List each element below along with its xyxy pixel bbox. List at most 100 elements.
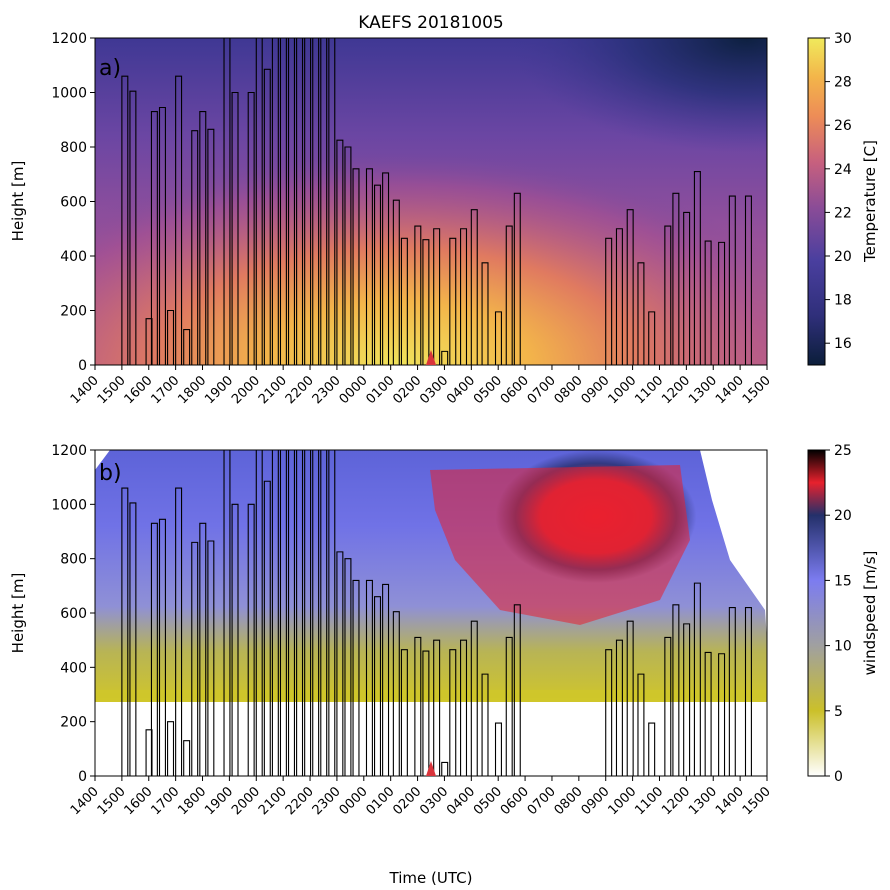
- profile-outline: [400, 649, 408, 776]
- colorbar-tick-label: 0: [834, 769, 843, 785]
- x-tick-label: 1400: [713, 373, 747, 407]
- profile-outline: [365, 579, 373, 776]
- profile-outline: [167, 721, 175, 776]
- profile-outline: [247, 503, 255, 776]
- colorbar-tick-label: 26: [834, 118, 852, 134]
- profile-outline: [728, 195, 736, 365]
- y-tick-label: 1000: [51, 497, 87, 513]
- colorbar-tick-label: 20: [834, 508, 852, 524]
- profile-outline: [336, 139, 344, 365]
- x-tick-label: 0700: [525, 784, 559, 818]
- profile-outline: [183, 740, 191, 776]
- profile-outline: [449, 237, 457, 365]
- profile-outline: [615, 228, 623, 365]
- profile-outline: [422, 650, 430, 776]
- panel-label-a: a): [99, 56, 121, 81]
- y-axis-label-b: Height [m]: [9, 573, 27, 654]
- colorbar-label-a: Temperature [C]: [861, 140, 879, 263]
- x-tick-label: 1600: [122, 784, 156, 818]
- profile-outline: [505, 636, 513, 776]
- x-tick-label: 1900: [202, 784, 236, 818]
- x-tick-label: 0100: [364, 373, 398, 407]
- profile-outline: [279, 450, 287, 776]
- profile-outline: [320, 450, 328, 776]
- profile-outline: [672, 192, 680, 365]
- profile-outline: [422, 239, 430, 365]
- profile-outline: [231, 91, 239, 365]
- profile-outline: [433, 228, 441, 365]
- profile-outline: [494, 311, 502, 365]
- profile-outline: [718, 653, 726, 776]
- profile-outline: [513, 192, 521, 365]
- profile-outline: [150, 111, 158, 365]
- x-tick-label: 2200: [283, 784, 317, 818]
- profile-outline: [392, 611, 400, 776]
- profile-outline: [672, 604, 680, 776]
- profile-outline: [312, 38, 320, 365]
- profile-outline: [648, 722, 656, 776]
- time-marker-a: [426, 350, 436, 365]
- profile-outline: [664, 225, 672, 365]
- x-tick-label: 1500: [95, 784, 129, 818]
- y-tick-label: 1000: [51, 86, 87, 102]
- x-tick-label: 1400: [68, 373, 102, 407]
- profile-outline: [374, 184, 382, 365]
- y-tick-label: 800: [60, 552, 87, 568]
- profile-outline: [150, 522, 158, 776]
- profile-outline: [615, 639, 623, 776]
- profile-outline: [382, 583, 390, 776]
- x-axis-label: Time (UTC): [389, 869, 473, 887]
- colorbar-tick-label: 30: [834, 31, 852, 47]
- profile-outline: [328, 38, 336, 365]
- x-tick-label: 0900: [579, 373, 613, 407]
- colorbar-windspeed: [807, 449, 826, 777]
- profile-outline: [320, 38, 328, 365]
- x-tick-label: 0400: [444, 373, 478, 407]
- x-tick-label: 0600: [498, 373, 532, 407]
- x-tick-label: 0700: [525, 373, 559, 407]
- time-marker-b: [426, 761, 436, 776]
- x-tick-label: 2100: [256, 784, 290, 818]
- profile-outline: [312, 450, 320, 776]
- x-tick-label: 0200: [390, 784, 424, 818]
- x-tick-label: 1500: [740, 373, 774, 407]
- colorbar-tick-label: 18: [834, 293, 852, 309]
- profile-outline: [129, 502, 137, 776]
- profile-outline: [460, 639, 468, 776]
- panel-label-b: b): [99, 461, 122, 486]
- profile-outline: [382, 172, 390, 365]
- y-tick-label: 600: [60, 195, 87, 211]
- profile-outline: [605, 649, 613, 776]
- profile-outline: [336, 551, 344, 776]
- profile-outline: [207, 540, 215, 776]
- x-tick-label: 1200: [659, 784, 693, 818]
- x-tick-label: 1400: [713, 784, 747, 818]
- profile-outline: [304, 450, 312, 776]
- profile-outline: [704, 240, 712, 365]
- profile-outlines-a: [121, 38, 752, 365]
- colorbar-tick-label: 20: [834, 249, 852, 265]
- profile-outline: [247, 91, 255, 365]
- profile-outline: [287, 450, 295, 776]
- y-tick-label: 1200: [51, 443, 87, 459]
- x-tick-label: 0600: [498, 784, 532, 818]
- profile-outline: [414, 636, 422, 776]
- temperature-cold-region: [95, 38, 767, 365]
- profile-outline: [374, 596, 382, 776]
- windspeed-surface-layer: [95, 690, 767, 702]
- profile-outline: [255, 38, 263, 365]
- profile-outline: [704, 651, 712, 776]
- profile-outline: [637, 262, 645, 365]
- profile-outline: [605, 237, 613, 365]
- x-tick-label: 0800: [552, 373, 586, 407]
- profile-outline: [287, 38, 295, 365]
- profile-outline: [744, 195, 752, 365]
- profile-outline: [158, 518, 166, 776]
- profile-outline: [400, 237, 408, 365]
- x-tick-label: 2100: [256, 373, 290, 407]
- x-tick-label: 0000: [337, 373, 371, 407]
- x-tick-label: 1700: [148, 784, 182, 818]
- x-tick-label: 0500: [471, 784, 505, 818]
- profile-outline: [352, 579, 360, 776]
